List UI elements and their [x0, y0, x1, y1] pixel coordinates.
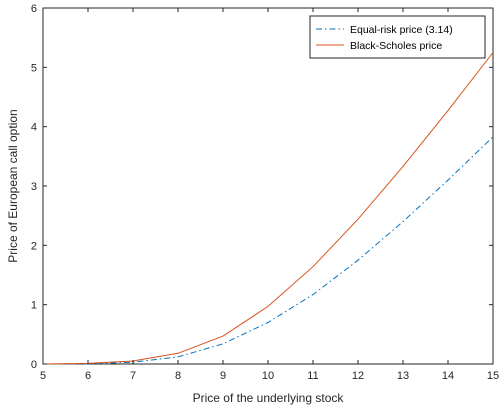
y-tick-label: 6 — [31, 3, 37, 15]
y-tick-label: 4 — [31, 122, 37, 134]
series-layer — [42, 52, 494, 365]
x-axis-label: Price of the underlying stock — [193, 391, 345, 405]
y-tick-label: 3 — [31, 181, 37, 193]
y-tick-label: 5 — [31, 62, 37, 74]
x-tick-label: 11 — [307, 370, 318, 382]
x-tick-label: 8 — [175, 370, 181, 382]
y-tick-label: 2 — [31, 240, 37, 252]
x-tick-label: 9 — [220, 370, 226, 382]
y-tick-label: 0 — [31, 359, 37, 371]
legend-label-2: Black-Scholes price — [350, 40, 442, 52]
legend: Equal-risk price (3.14) Black-Scholes pri… — [309, 15, 486, 59]
y-tick-label: 1 — [31, 300, 37, 312]
legend-label-1: Equal-risk price (3.14) — [350, 24, 453, 36]
plot-frame — [42, 7, 494, 365]
y-axis-label: Price of European call option — [6, 109, 20, 262]
x-tick-label: 6 — [85, 370, 91, 382]
series-line-1 — [43, 136, 494, 365]
x-tick-label: 14 — [442, 370, 454, 382]
x-tick-label: 7 — [130, 370, 136, 382]
legend-box — [309, 15, 486, 59]
x-tick-label: 13 — [397, 370, 409, 382]
series-line-2 — [42, 52, 494, 365]
x-tick-label: 12 — [352, 370, 364, 382]
x-tick-label: 10 — [262, 370, 274, 382]
x-tick-label: 15 — [487, 370, 499, 382]
x-tick-label: 5 — [40, 370, 46, 382]
